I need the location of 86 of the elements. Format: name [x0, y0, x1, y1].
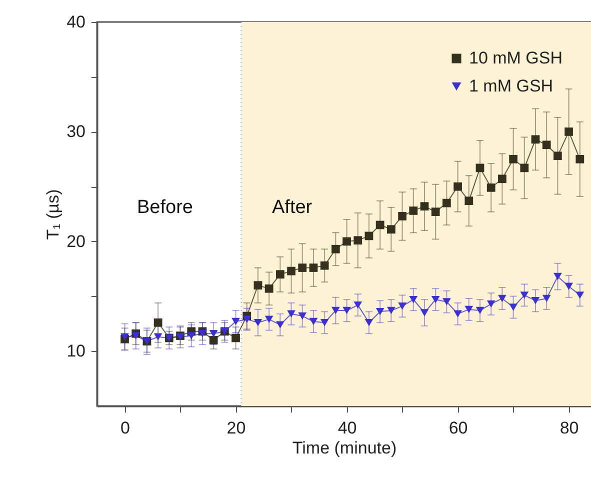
- point: [576, 292, 584, 299]
- point: [554, 152, 562, 160]
- point: [464, 196, 474, 206]
- point: [476, 306, 484, 314]
- point: [331, 244, 340, 254]
- point: [442, 298, 451, 306]
- point: [564, 128, 573, 136]
- point: [409, 206, 418, 215]
- point: [354, 301, 362, 309]
- point: [209, 336, 218, 344]
- annotation: Before: [137, 197, 193, 218]
- point: [364, 232, 374, 240]
- y-tick-label: 20: [66, 232, 86, 251]
- x-tick-label: 20: [226, 418, 246, 438]
- point: [376, 308, 384, 316]
- point: [264, 284, 274, 293]
- point: [454, 182, 462, 191]
- x-tick-label: 0: [120, 418, 130, 438]
- point: [198, 330, 207, 338]
- point: [509, 304, 518, 311]
- point: [420, 202, 429, 211]
- y-tick-label: 30: [66, 122, 86, 142]
- point: [132, 332, 140, 340]
- point: [320, 318, 329, 326]
- point: [298, 264, 307, 272]
- legend-label: 1 mM GSH: [469, 76, 554, 96]
- point: [154, 318, 162, 327]
- point: [342, 237, 351, 246]
- point: [120, 333, 129, 341]
- point: [209, 330, 218, 338]
- x-tick-label: 80: [560, 418, 579, 438]
- point: [254, 281, 262, 290]
- point: [309, 264, 318, 272]
- point: [520, 164, 529, 172]
- point: [409, 296, 418, 304]
- point: [576, 154, 584, 164]
- point: [486, 300, 496, 308]
- point: [331, 306, 340, 314]
- x-tick-label: 40: [338, 418, 357, 438]
- point: [232, 318, 240, 326]
- point: [531, 135, 540, 144]
- point: [520, 292, 529, 299]
- point: [464, 306, 474, 314]
- point: [376, 220, 384, 230]
- point: [187, 332, 196, 340]
- point: [398, 302, 406, 310]
- point: [287, 266, 296, 276]
- point: [554, 272, 562, 280]
- point: [287, 310, 296, 318]
- point: [442, 198, 451, 208]
- point: [242, 316, 252, 323]
- y-axis-title: T₁ (µs): [44, 189, 63, 240]
- point: [276, 270, 284, 279]
- point: [354, 236, 362, 245]
- point: [309, 318, 318, 326]
- point: [298, 312, 307, 320]
- point: [232, 334, 240, 342]
- point: [342, 306, 351, 314]
- point: [386, 225, 396, 234]
- x-axis-title: Time (minute): [292, 438, 397, 458]
- point: [476, 164, 484, 172]
- point: [398, 212, 406, 220]
- point: [509, 154, 518, 164]
- y-tick-label: 40: [66, 12, 86, 32]
- point: [498, 174, 506, 184]
- point: [542, 294, 551, 302]
- annotation: After: [272, 197, 313, 218]
- point: [320, 261, 329, 270]
- point: [154, 333, 162, 341]
- point: [564, 282, 573, 290]
- point: [386, 306, 396, 314]
- point: [420, 309, 429, 316]
- point: [431, 296, 440, 304]
- y-tick-label: 10: [66, 342, 86, 361]
- point: [364, 318, 374, 326]
- point: [254, 318, 262, 326]
- point: [454, 310, 462, 318]
- point: [486, 183, 496, 192]
- point: [531, 297, 540, 304]
- point: [431, 208, 440, 216]
- point: [498, 294, 506, 302]
- legend-label: 10 mM GSH: [469, 48, 563, 68]
- point: [264, 316, 274, 323]
- point: [542, 140, 551, 150]
- x-tick-label: 60: [448, 418, 468, 438]
- point: [276, 321, 284, 328]
